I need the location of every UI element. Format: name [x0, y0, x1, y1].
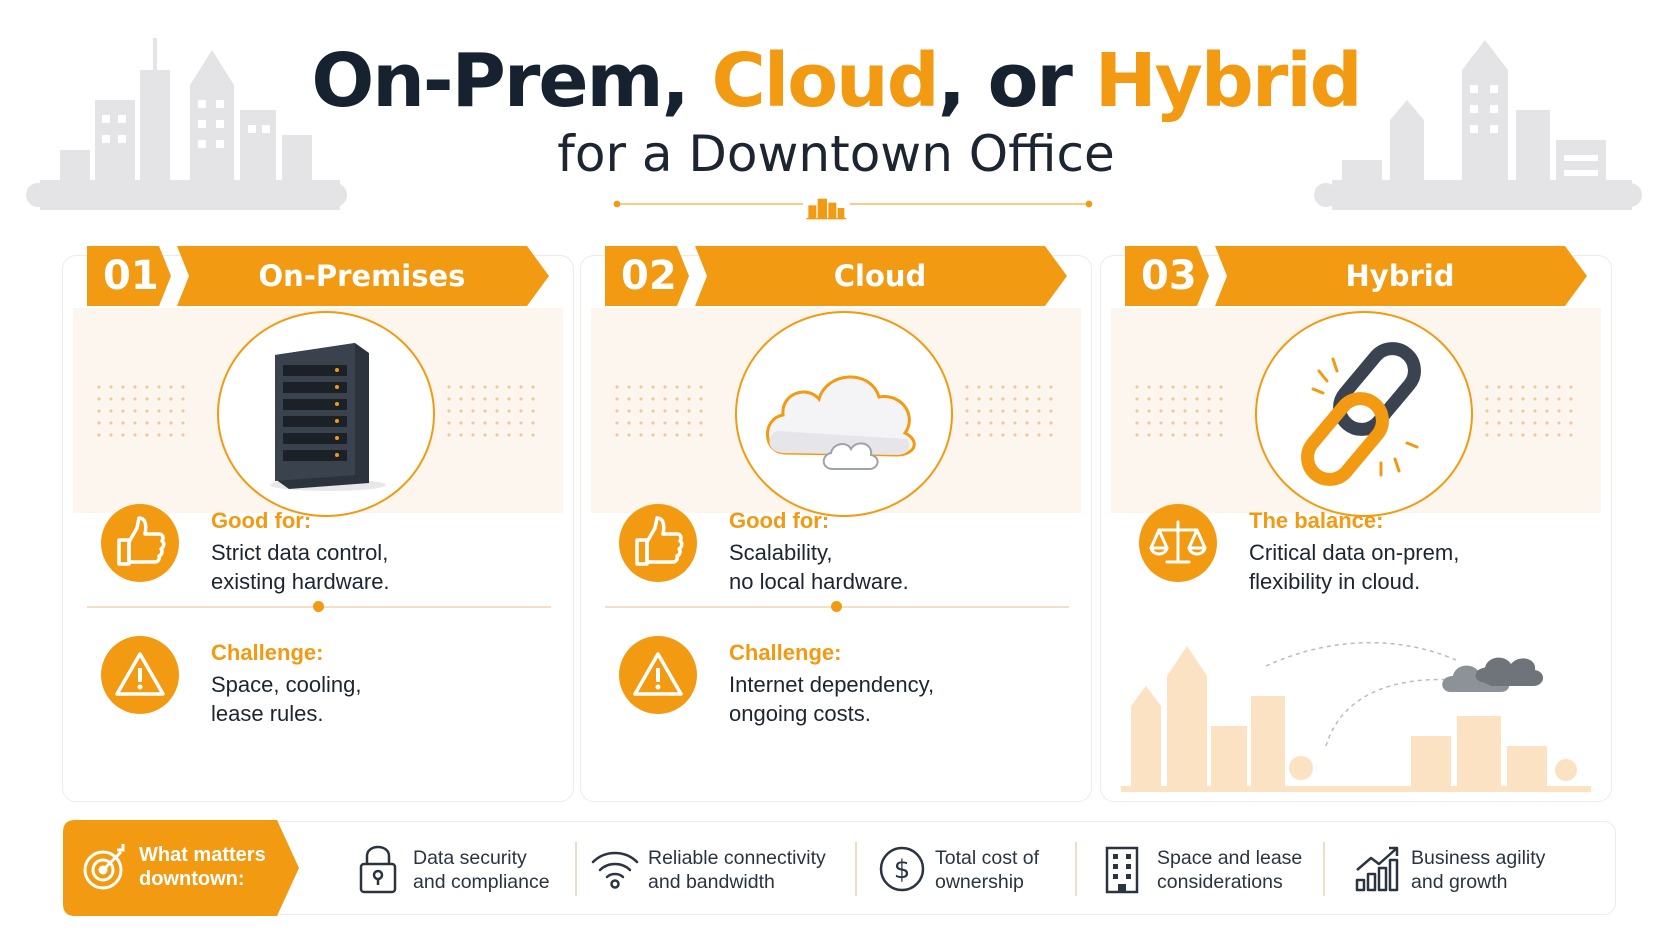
- thumbs-up-icon: [619, 504, 697, 582]
- title-hybrid: Hybrid: [1094, 38, 1363, 124]
- growth-chart-icon: [1355, 846, 1399, 892]
- building-divider-icon: [806, 198, 847, 220]
- cloud-icon: [766, 375, 916, 470]
- card-number: 01: [103, 253, 159, 299]
- card-title: Hybrid: [1345, 259, 1455, 293]
- footer-bar: What matters downtown: Data security and c…: [63, 820, 1616, 916]
- footer-item-space: Space and lease considerations: [1099, 836, 1309, 902]
- skyline-right-illustration: [1314, 40, 1642, 210]
- card-separator: [605, 601, 1069, 613]
- challenge-label: Challenge:: [211, 640, 324, 665]
- good-for-text: Strict data control, existing hardware.: [211, 540, 390, 594]
- card-challenge: Challenge: Internet dependency, ongoing c…: [619, 636, 1059, 736]
- decorative-dots: [611, 381, 711, 441]
- building-icon: [1105, 846, 1139, 894]
- warning-icon: [101, 636, 179, 714]
- card-icon-circle: [217, 311, 435, 517]
- card-banner: 02 Cloud: [605, 246, 1067, 306]
- target-icon: [83, 844, 125, 890]
- card-number: 02: [621, 253, 677, 299]
- page-title: On-Prem, Cloud, or Hybrid: [311, 38, 1363, 124]
- decorative-dots: [961, 381, 1061, 441]
- challenge-label: Challenge:: [729, 640, 842, 665]
- footer-item-cost: $ Total cost of ownership: [877, 836, 1077, 902]
- decorative-dots: [1131, 381, 1231, 441]
- footer-separator: [855, 842, 857, 896]
- balance-text: Critical data on-prem, flexibility in clo…: [1249, 540, 1460, 594]
- footer-separator: [1075, 842, 1077, 896]
- hybrid-city-cloud-illustration: [1121, 641, 1591, 792]
- challenge-text: Internet dependency, ongoing costs.: [729, 672, 935, 726]
- lock-icon: [359, 845, 397, 894]
- wifi-icon: [591, 851, 639, 889]
- card-title: On-Premises: [258, 259, 466, 293]
- dollar-icon: $: [879, 846, 925, 892]
- title-cloud: Cloud: [711, 38, 940, 124]
- balance-label: The balance:: [1249, 508, 1384, 533]
- skyline-left-illustration: [26, 38, 347, 210]
- server-rack-icon: [270, 343, 386, 491]
- card-good-for: Good for: Scalability, no local hardware.: [619, 504, 1059, 604]
- chain-link-icon: [1301, 342, 1421, 486]
- good-for-label: Good for:: [729, 508, 830, 533]
- thumbs-up-icon: [101, 504, 179, 582]
- balance-scale-icon: [1139, 504, 1217, 582]
- footer-label-badge: What matters downtown:: [63, 820, 315, 916]
- footer-separator: [575, 842, 577, 896]
- footer-item-security: Data security and compliance: [355, 836, 550, 902]
- card-good-for: Good for: Strict data control, existing h…: [101, 504, 541, 604]
- footer-separator: [1323, 842, 1325, 896]
- card-separator: [87, 601, 551, 613]
- footer-label: What matters downtown:: [139, 844, 266, 890]
- page-subtitle: for a Downtown Office: [557, 125, 1115, 183]
- good-for-label: Good for:: [211, 508, 312, 533]
- card-on-premises: 01 On-Premises Good for: Strict data con…: [62, 246, 574, 802]
- card-title: Cloud: [833, 259, 927, 293]
- title-divider: [613, 196, 1093, 220]
- decorative-dots: [93, 381, 193, 441]
- card-banner: 01 On-Premises: [87, 246, 549, 306]
- card-hybrid: 03 Hybrid The balance: Critical data on-…: [1100, 246, 1612, 802]
- card-balance: The balance: Critical data on-prem, flexi…: [1139, 504, 1579, 604]
- card-cloud: 02 Cloud Good for: Scalability, no local …: [580, 246, 1092, 802]
- footer-item-connectivity: Reliable connectivity and bandwidth: [590, 836, 835, 902]
- card-icon-circle: [1255, 311, 1473, 517]
- decorative-dots: [443, 381, 543, 441]
- card-number: 03: [1141, 253, 1197, 299]
- svg-text:$: $: [894, 855, 911, 885]
- good-for-text: Scalability, no local hardware.: [729, 540, 909, 594]
- card-challenge: Challenge: Space, cooling, lease rules.: [101, 636, 541, 736]
- decorative-dots: [1481, 381, 1581, 441]
- warning-icon: [619, 636, 697, 714]
- challenge-text: Space, cooling, lease rules.: [211, 672, 362, 726]
- footer-item-agility: Business agility and growth: [1353, 836, 1583, 902]
- card-icon-circle: [735, 311, 953, 517]
- card-banner: 03 Hybrid: [1125, 246, 1587, 306]
